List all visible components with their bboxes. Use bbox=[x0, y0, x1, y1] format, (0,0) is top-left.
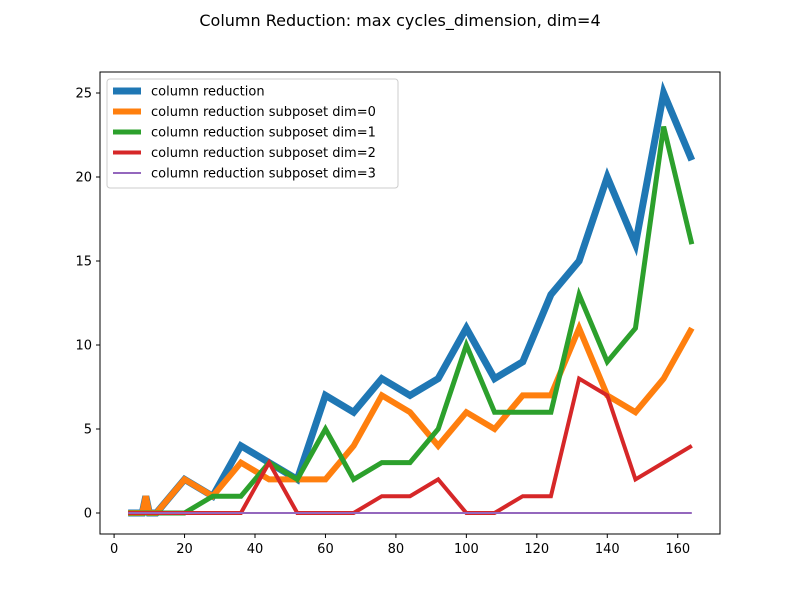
axes: 0 20 40 60 80 100 120 140 160 0 5 10 15 20 25 bbox=[75, 71, 721, 557]
legend-label-1: column reduction subposet dim=0 bbox=[151, 105, 376, 120]
plot-area bbox=[128, 80, 696, 517]
x-tick-label: 40 bbox=[247, 542, 264, 557]
x-tick-label: 60 bbox=[317, 542, 334, 557]
legend: column reduction column reduction subpose… bbox=[106, 78, 399, 189]
y-tick-label: 15 bbox=[75, 255, 92, 270]
x-tick-label: 0 bbox=[110, 542, 118, 557]
y-tick-label: 5 bbox=[84, 423, 92, 438]
x-tick-label: 120 bbox=[524, 542, 549, 557]
legend-label-4: column reduction subposet dim=3 bbox=[151, 167, 376, 182]
x-tick-label: 160 bbox=[665, 542, 690, 557]
y-tick-label: 0 bbox=[84, 507, 92, 522]
x-tick-label: 80 bbox=[388, 542, 405, 557]
legend-box bbox=[106, 78, 399, 189]
x-tick-label: 20 bbox=[176, 542, 193, 557]
legend-label-0: column reduction bbox=[151, 85, 265, 100]
axes-frame bbox=[99, 71, 721, 535]
legend-label-3: column reduction subposet dim=2 bbox=[151, 146, 376, 161]
y-tick-label: 10 bbox=[75, 339, 92, 354]
chart-title: Column Reduction: max cycles_dimension, … bbox=[199, 11, 600, 31]
y-tick-label: 20 bbox=[75, 171, 92, 186]
legend-label-2: column reduction subposet dim=1 bbox=[151, 126, 376, 141]
x-tick-label: 140 bbox=[595, 542, 620, 557]
y-tick-label: 25 bbox=[75, 87, 92, 102]
x-tick-label: 100 bbox=[454, 542, 479, 557]
